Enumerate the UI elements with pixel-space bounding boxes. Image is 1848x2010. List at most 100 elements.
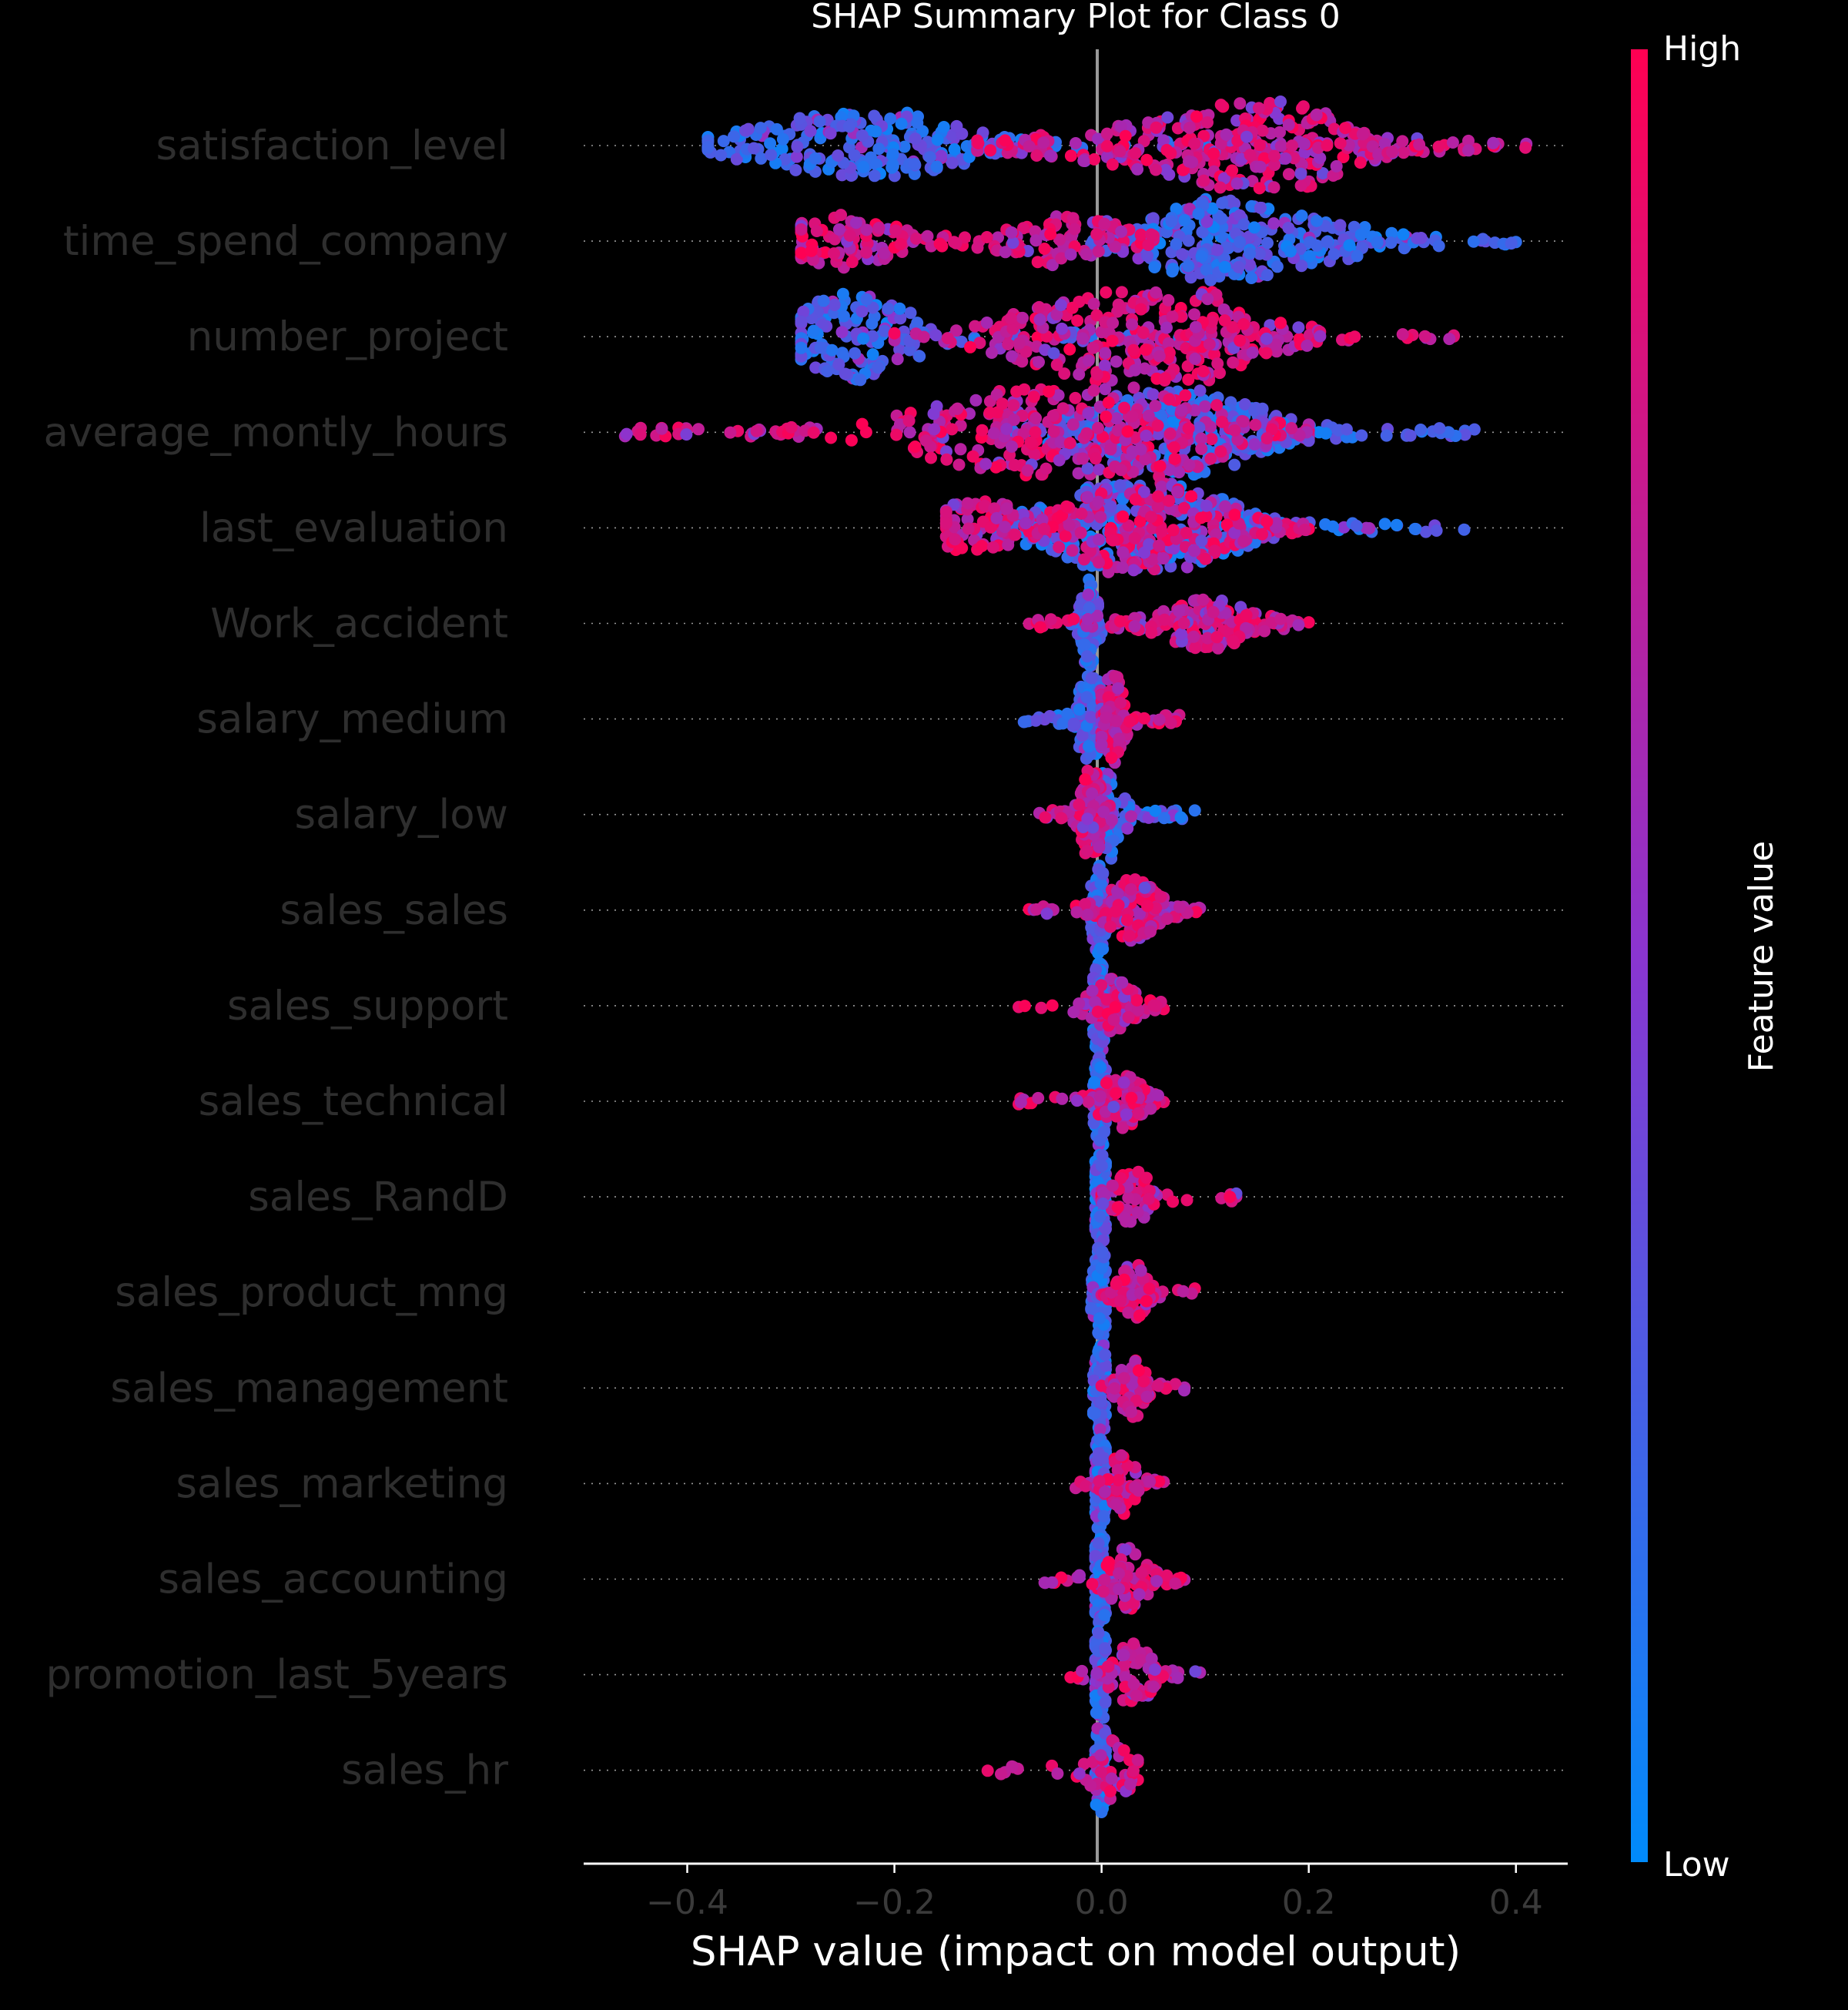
shap-point bbox=[1414, 424, 1427, 436]
shap-point bbox=[821, 365, 834, 377]
shap-point bbox=[949, 533, 962, 546]
shap-point bbox=[1151, 419, 1164, 432]
shap-point bbox=[980, 231, 993, 243]
shap-point bbox=[1188, 804, 1201, 817]
shap-point bbox=[1092, 1447, 1105, 1460]
shap-point bbox=[1185, 490, 1198, 503]
shap-point bbox=[886, 149, 899, 162]
shap-point bbox=[1100, 1077, 1113, 1090]
shap-point bbox=[1046, 259, 1059, 272]
shap-point bbox=[1098, 1573, 1111, 1586]
shap-point bbox=[750, 424, 763, 437]
shap-point bbox=[1133, 1588, 1146, 1601]
shap-point bbox=[1120, 1108, 1133, 1121]
shap-point bbox=[839, 367, 852, 380]
shap-point bbox=[1064, 149, 1077, 162]
shap-point bbox=[620, 427, 633, 441]
shap-point bbox=[1153, 460, 1167, 473]
shap-point bbox=[1317, 167, 1329, 179]
shap-point bbox=[1188, 308, 1200, 321]
shap-point bbox=[966, 450, 979, 463]
shap-point bbox=[1069, 391, 1082, 404]
shap-point bbox=[923, 151, 936, 164]
shap-point bbox=[1356, 128, 1369, 141]
shap-point bbox=[1274, 139, 1287, 152]
shap-point bbox=[1443, 333, 1456, 346]
shap-point bbox=[1182, 422, 1195, 435]
shap-point bbox=[1099, 1696, 1112, 1709]
shap-point bbox=[1114, 120, 1127, 133]
shap-point bbox=[1204, 452, 1217, 465]
shap-point bbox=[1030, 149, 1043, 162]
shap-point bbox=[1141, 899, 1153, 913]
shap-point bbox=[1218, 314, 1231, 327]
shap-point bbox=[1355, 429, 1368, 442]
shap-point bbox=[1124, 883, 1137, 896]
shap-point bbox=[1081, 491, 1094, 504]
shap-point bbox=[1104, 500, 1117, 513]
shap-point bbox=[980, 317, 993, 329]
shap-point bbox=[903, 343, 916, 357]
shap-point bbox=[1063, 518, 1076, 531]
shap-point bbox=[1260, 432, 1274, 445]
shap-point bbox=[1054, 436, 1067, 449]
shap-point bbox=[1099, 1348, 1112, 1362]
shap-point bbox=[1169, 1577, 1182, 1590]
shap-point bbox=[1128, 1481, 1141, 1494]
shap-point bbox=[1087, 297, 1100, 310]
shap-point bbox=[1178, 1384, 1190, 1397]
shap-point bbox=[1131, 162, 1144, 176]
shap-point bbox=[1140, 343, 1153, 357]
shap-point bbox=[1286, 139, 1298, 152]
shap-point bbox=[1034, 621, 1047, 634]
shap-point bbox=[1080, 248, 1093, 261]
shap-point bbox=[1150, 286, 1163, 299]
shap-point bbox=[728, 130, 740, 143]
shap-point bbox=[986, 347, 998, 359]
shap-point bbox=[1295, 260, 1308, 273]
shap-point bbox=[908, 158, 921, 170]
shap-point bbox=[1123, 930, 1136, 943]
shap-point bbox=[1094, 1090, 1106, 1103]
shap-point bbox=[1292, 321, 1305, 334]
shap-point bbox=[1070, 1094, 1083, 1107]
shap-point bbox=[1228, 526, 1241, 539]
shap-point bbox=[1284, 245, 1297, 258]
shap-point bbox=[1152, 490, 1164, 503]
shap-point bbox=[1098, 217, 1111, 230]
shap-point bbox=[1160, 321, 1173, 334]
shap-point bbox=[1085, 672, 1098, 685]
shap-point bbox=[976, 540, 989, 552]
shap-point bbox=[972, 137, 985, 149]
shap-point bbox=[1351, 250, 1364, 263]
shap-point bbox=[1244, 247, 1257, 260]
shap-point bbox=[1268, 159, 1281, 172]
shap-point bbox=[1177, 617, 1190, 630]
shap-point bbox=[1446, 136, 1459, 149]
shap-point bbox=[1216, 415, 1228, 428]
shap-point bbox=[1096, 1198, 1110, 1210]
shap-point bbox=[1092, 495, 1105, 508]
shap-point bbox=[849, 216, 862, 229]
shap-point bbox=[1137, 326, 1150, 339]
shap-point bbox=[1053, 454, 1066, 467]
shap-point bbox=[1122, 519, 1135, 532]
shap-point bbox=[832, 358, 845, 371]
shap-point bbox=[860, 223, 873, 236]
shap-point bbox=[865, 317, 879, 330]
shap-point bbox=[1096, 866, 1110, 879]
shap-point bbox=[1029, 225, 1042, 238]
shap-point bbox=[1195, 432, 1208, 445]
shap-point bbox=[1096, 1246, 1109, 1259]
shap-point bbox=[1021, 245, 1034, 257]
shap-point bbox=[1096, 1585, 1110, 1598]
shap-point bbox=[1282, 168, 1295, 181]
shap-point bbox=[931, 133, 944, 146]
shap-point bbox=[895, 117, 908, 130]
shap-point bbox=[724, 426, 737, 439]
shap-point bbox=[804, 125, 817, 138]
shap-point bbox=[1204, 273, 1217, 286]
shap-point bbox=[1064, 248, 1077, 261]
shap-point bbox=[1218, 260, 1231, 273]
shap-point bbox=[1082, 588, 1095, 601]
